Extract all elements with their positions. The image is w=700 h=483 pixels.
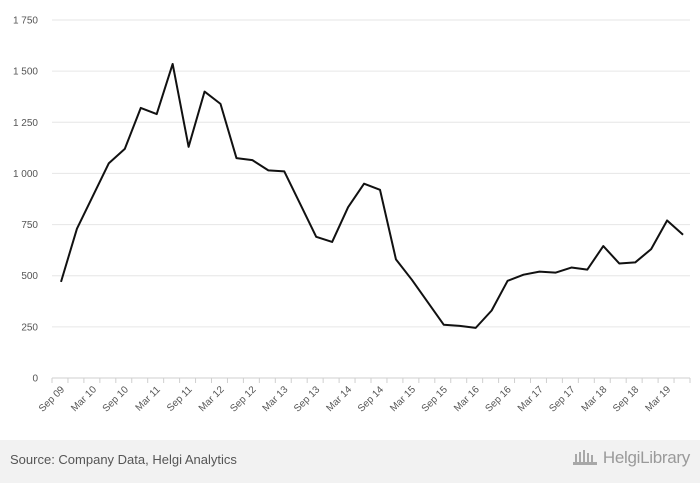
source-note: Source: Company Data, Helgi Analytics: [10, 452, 237, 467]
y-tick-label: 1 000: [13, 169, 38, 180]
y-tick-label: 1 250: [13, 118, 38, 129]
x-tick-label: Sep 12: [228, 384, 258, 414]
y-tick-label: 500: [21, 271, 38, 282]
x-tick-label: Sep 10: [101, 384, 131, 414]
x-tick-label: Sep 17: [547, 384, 577, 414]
y-axis-ticks: 0 250 500 750 1 000 1 250 1 500 1 750: [13, 16, 38, 385]
x-axis: [51, 377, 691, 383]
helgi-library-logo[interactable]: HelgiLibrary: [571, 448, 690, 468]
x-tick-label: Mar 17: [516, 384, 546, 414]
x-tick-label: Sep 16: [484, 384, 514, 414]
x-tick-label: Sep 09: [37, 384, 67, 414]
x-tick-label: Sep 14: [356, 384, 386, 414]
x-tick-label: Mar 10: [69, 384, 99, 414]
x-tick-label: Mar 12: [197, 384, 227, 414]
gridlines: [52, 19, 690, 379]
logo-text: HelgiLibrary: [602, 448, 690, 467]
x-axis-ticks: Sep 09 Mar 10 Sep 10 Mar 11 Sep 11 Mar 12 Sep …: [37, 384, 674, 415]
x-tick-label: Mar 13: [261, 384, 291, 414]
y-tick-label: 250: [21, 322, 38, 333]
y-tick-label: 0: [32, 374, 38, 385]
y-tick-label: 750: [21, 220, 38, 231]
x-tick-label: Sep 13: [292, 384, 322, 414]
x-tick-label: Mar 16: [452, 384, 482, 414]
x-tick-label: Mar 19: [643, 384, 673, 414]
library-building-icon: [572, 450, 597, 465]
footer: Source: Company Data, Helgi Analytics He…: [0, 440, 700, 483]
series-line: [60, 62, 684, 329]
x-tick-label: Mar 18: [580, 384, 610, 414]
x-tick-label: Sep 18: [611, 384, 641, 414]
x-tick-label: Sep 11: [165, 384, 195, 414]
x-tick-label: Mar 11: [134, 384, 164, 414]
x-tick-label: Mar 15: [388, 384, 418, 414]
y-tick-label: 1 500: [13, 67, 38, 78]
series-points: [59, 62, 685, 330]
x-tick-label: Mar 14: [324, 384, 354, 414]
x-tick-label: Sep 15: [420, 384, 450, 414]
y-tick-label: 1 750: [13, 16, 38, 27]
